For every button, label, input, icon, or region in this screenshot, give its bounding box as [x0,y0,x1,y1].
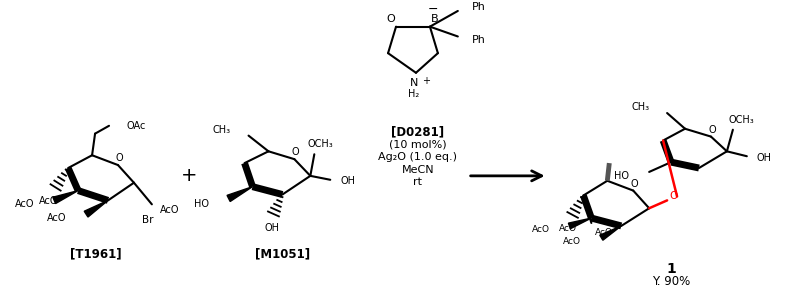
Text: OAc: OAc [127,121,146,131]
Text: B: B [431,14,438,24]
Text: +: + [180,166,197,185]
Text: AcO: AcO [38,196,58,206]
Text: HO: HO [194,199,208,209]
Text: OCH₃: OCH₃ [307,140,333,149]
Text: rt: rt [413,177,422,187]
Text: Y. 90%: Y. 90% [651,275,689,288]
Text: Br: Br [142,215,153,225]
Polygon shape [599,226,620,240]
Text: OCH₃: OCH₃ [728,115,753,125]
Text: O: O [115,153,122,163]
Text: Ph: Ph [471,2,485,12]
Text: N: N [410,78,418,88]
Text: AcO: AcO [46,213,66,223]
Text: (10 mol%): (10 mol%) [388,140,446,149]
Text: HO: HO [613,171,629,181]
Text: [D0281]: [D0281] [391,125,444,138]
Text: CH₃: CH₃ [630,102,648,112]
Text: O: O [707,125,714,135]
Text: AcO: AcO [594,228,612,237]
Text: CH₃: CH₃ [212,125,230,135]
Text: AcO: AcO [531,225,549,234]
Text: OH: OH [340,176,354,186]
Text: OH: OH [756,153,770,163]
Text: −: − [427,2,438,15]
Text: AcO: AcO [15,199,34,209]
Text: AcO: AcO [160,205,179,215]
Text: OH: OH [264,223,280,233]
Text: MeCN: MeCN [401,165,434,175]
Text: H₂: H₂ [408,89,419,99]
Polygon shape [568,218,590,229]
Text: [T1961]: [T1961] [71,248,122,261]
Polygon shape [53,191,78,203]
Text: O: O [629,179,637,189]
Text: 1: 1 [665,262,675,276]
Text: Ph: Ph [471,35,485,45]
Text: +: + [422,76,429,86]
Text: O: O [386,14,395,24]
Text: AcO: AcO [558,224,576,233]
Text: [M1051]: [M1051] [255,248,310,261]
Polygon shape [227,187,252,201]
Text: Ag₂O (1.0 eq.): Ag₂O (1.0 eq.) [378,152,457,162]
Polygon shape [84,200,108,217]
Text: O: O [668,192,676,201]
Text: O: O [291,147,298,157]
Text: AcO: AcO [563,237,581,246]
